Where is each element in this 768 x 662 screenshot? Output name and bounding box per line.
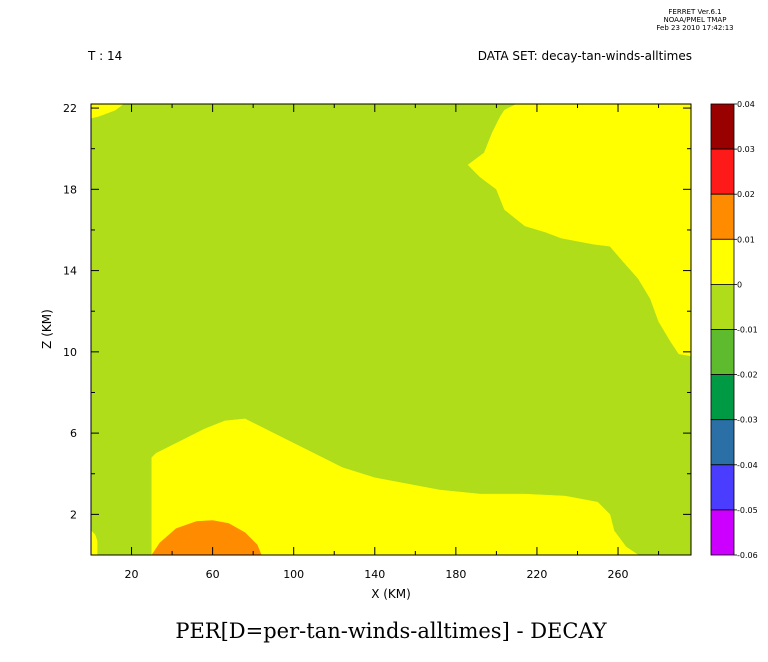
x-tick-label: 100 (283, 568, 304, 581)
colorbar-label: -0.01 (737, 326, 758, 335)
colorbar-swatch (710, 193, 735, 240)
y-tick-label: 14 (63, 265, 77, 278)
plot-frame (90, 103, 692, 556)
x-tick-label: 140 (364, 568, 385, 581)
ferret-version: FERRET Ver.6.1 (668, 8, 721, 16)
colorbar-swatch (710, 103, 735, 150)
colorbar-label: -0.03 (737, 416, 758, 425)
colorbar-swatch (710, 238, 735, 285)
ferret-org: NOAA/PMEL TMAP (664, 16, 727, 24)
region-upper-right (467, 104, 691, 357)
colorbar-label: -0.05 (737, 506, 758, 515)
colorbar-swatch (710, 148, 735, 195)
colorbar-swatch (710, 283, 735, 330)
region-bottom-maximum (151, 520, 262, 555)
x-axis: 20 60 100 140 180 220 260 (90, 104, 660, 581)
colorbar-label: 0.02 (737, 190, 755, 199)
y-tick-label: 2 (70, 508, 77, 521)
colorbar-label: 0.04 (737, 100, 755, 109)
colorbar: 0.04 0.03 0.02 0.01 0 -0.01 -0.02 -0.03 -0.04 -0.… (710, 100, 758, 560)
x-tick-label: 220 (526, 568, 547, 581)
colorbar-swatch (710, 329, 735, 375)
colorbar-swatch (710, 509, 735, 556)
x-tick-label: 180 (445, 568, 466, 581)
region-upper-left-strip (91, 104, 124, 119)
ferret-date: Feb 23 2010 17:42:13 (656, 24, 733, 32)
region-left-edge-strip (91, 530, 98, 555)
x-tick-label: 260 (608, 568, 629, 581)
x-tick-label: 60 (206, 568, 220, 581)
region-lower-band (151, 418, 639, 555)
x-axis-label: X (KM) (371, 587, 411, 601)
colorbar-label: 0 (737, 280, 742, 289)
y-tick-label: 18 (63, 183, 77, 196)
y-axis: 2 6 10 14 18 22 (63, 102, 691, 556)
colorbar-label: -0.06 (737, 551, 758, 560)
y-axis-label: Z (KM) (40, 309, 54, 349)
contour-regions (91, 104, 691, 555)
y-tick-label: 10 (63, 346, 77, 359)
colorbar-swatch (710, 374, 735, 421)
colorbar-label: 0.03 (737, 145, 755, 154)
y-tick-label: 22 (63, 102, 77, 115)
colorbar-label: -0.04 (737, 461, 758, 470)
colorbar-label: 0.01 (737, 235, 755, 244)
colorbar-swatch (710, 464, 735, 511)
dataset-label: DATA SET: decay-tan-winds-alltimes (478, 49, 692, 63)
x-tick-label: 20 (125, 568, 139, 581)
colorbar-label: -0.02 (737, 371, 758, 380)
time-label: T : 14 (87, 49, 122, 63)
chart-title: PER[D=per-tan-winds-alltimes] - DECAY (175, 619, 607, 643)
y-tick-label: 6 (70, 427, 77, 440)
colorbar-swatch (710, 419, 735, 466)
